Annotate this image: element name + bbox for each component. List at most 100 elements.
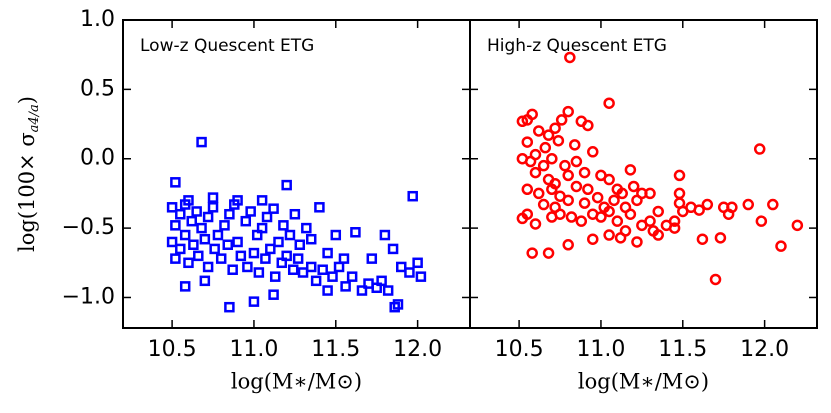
point	[287, 264, 299, 275]
point	[186, 215, 197, 227]
x-tick-label: 10.5	[495, 337, 544, 362]
point	[183, 257, 194, 269]
point	[207, 202, 219, 213]
point	[350, 227, 361, 238]
point	[301, 222, 312, 234]
point	[183, 195, 194, 206]
point	[570, 155, 583, 168]
point	[591, 191, 604, 204]
point	[582, 183, 594, 196]
point	[199, 275, 211, 287]
point	[219, 220, 230, 231]
point	[537, 159, 550, 172]
point	[292, 253, 304, 264]
point	[242, 261, 253, 273]
point	[624, 208, 637, 220]
point	[340, 281, 351, 292]
point	[524, 155, 537, 168]
point	[305, 233, 317, 245]
point	[278, 220, 289, 231]
point	[314, 202, 325, 213]
panel-title: High-z Quescent ETG	[487, 36, 667, 56]
point	[565, 211, 578, 223]
point	[224, 301, 235, 313]
panel-title: Low-z Quescent ETG	[140, 36, 314, 56]
y-tick-label: 1.0	[80, 7, 115, 32]
point	[742, 198, 755, 211]
point	[330, 229, 342, 241]
point	[569, 139, 581, 151]
point	[532, 187, 545, 200]
point	[260, 253, 271, 264]
point	[791, 219, 804, 232]
point	[521, 136, 534, 148]
point	[603, 97, 615, 109]
point	[624, 164, 637, 176]
y-tick-label: −0.5	[62, 215, 115, 240]
y-axis-label: log(100× σa4/a)	[15, 96, 42, 252]
point	[387, 243, 399, 255]
x-tick-label: 11.0	[576, 337, 625, 362]
point	[559, 159, 571, 172]
point	[546, 152, 558, 165]
point	[232, 236, 243, 248]
point	[281, 250, 292, 262]
point	[209, 243, 220, 255]
point	[166, 202, 178, 213]
point	[554, 208, 566, 220]
point	[673, 197, 686, 209]
point	[578, 197, 591, 209]
point	[356, 285, 368, 296]
point	[179, 229, 191, 241]
point	[248, 296, 260, 307]
point	[570, 180, 583, 193]
point	[294, 239, 306, 251]
point	[284, 229, 296, 241]
point	[215, 253, 227, 264]
point	[261, 211, 273, 223]
x-tick-label: 10.5	[148, 337, 197, 362]
point	[753, 143, 766, 155]
y-tick-label: 0.5	[80, 76, 115, 101]
point	[619, 225, 632, 237]
point	[696, 233, 709, 245]
point	[526, 108, 538, 121]
x-tick-label: 11.5	[658, 337, 707, 362]
point	[175, 208, 186, 220]
point	[199, 233, 211, 245]
point	[775, 240, 787, 252]
point	[240, 215, 252, 227]
point	[564, 51, 576, 64]
point	[537, 198, 550, 211]
point	[232, 195, 243, 206]
point	[415, 271, 427, 282]
point	[224, 208, 235, 220]
point	[532, 125, 545, 137]
x-tick-label: 12.0	[393, 337, 442, 362]
point	[562, 169, 574, 182]
y-axis-label-sub: a4/a	[27, 104, 42, 132]
point	[379, 229, 391, 241]
point	[346, 271, 358, 282]
point	[546, 183, 558, 196]
point	[701, 198, 714, 211]
point	[542, 129, 555, 141]
point	[562, 105, 574, 118]
point	[281, 179, 292, 191]
x-tick-label: 12.0	[740, 337, 789, 362]
point	[363, 278, 374, 289]
point	[253, 267, 265, 278]
point	[539, 141, 552, 154]
point	[268, 289, 279, 300]
point	[575, 215, 588, 227]
point	[193, 250, 204, 262]
point	[562, 194, 574, 207]
point	[603, 205, 615, 218]
y-axis-label-main: log(100× σ	[15, 132, 39, 252]
point	[235, 250, 247, 262]
point	[179, 281, 191, 292]
point	[647, 225, 660, 237]
point	[322, 285, 333, 296]
point	[595, 211, 607, 223]
